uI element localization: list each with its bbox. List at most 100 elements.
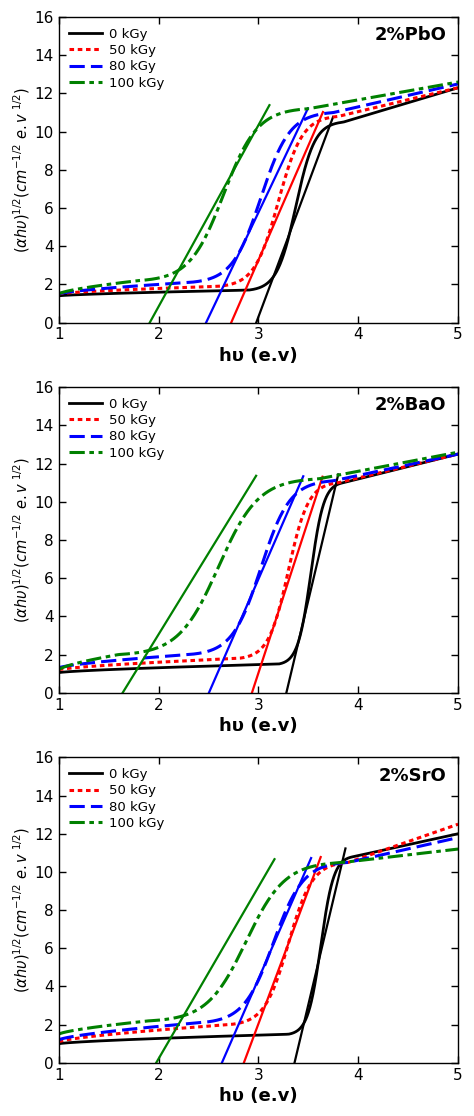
0 kGy (125, 662, 131, 675)
Line: 0 kGy: 0 kGy (59, 834, 458, 1043)
100 kGy (209, 575, 215, 588)
50 kGy (447, 450, 453, 463)
0 kGy (455, 81, 461, 95)
80 kGy (447, 79, 453, 93)
Text: 2%SrO: 2%SrO (378, 767, 446, 785)
Line: 80 kGy: 80 kGy (59, 84, 458, 294)
100 kGy (101, 278, 107, 291)
80 kGy (404, 843, 410, 856)
100 kGy (209, 217, 215, 230)
0 kGy (56, 289, 62, 302)
50 kGy (227, 1018, 232, 1031)
100 kGy (455, 843, 461, 856)
100 kGy (447, 448, 453, 461)
Line: 50 kGy: 50 kGy (59, 825, 458, 1042)
50 kGy (101, 1028, 107, 1041)
0 kGy (101, 1035, 107, 1048)
80 kGy (447, 449, 453, 462)
100 kGy (447, 844, 453, 857)
50 kGy (125, 283, 131, 297)
0 kGy (209, 1030, 215, 1043)
50 kGy (56, 287, 62, 300)
50 kGy (125, 657, 131, 671)
0 kGy (404, 838, 410, 852)
50 kGy (227, 278, 232, 291)
0 kGy (101, 287, 107, 300)
Y-axis label: $(\alpha h\upsilon)^{1/2}(cm^{-1/2}\ e.v^{\ 1/2})$: $(\alpha h\upsilon)^{1/2}(cm^{-1/2}\ e.v… (11, 456, 32, 623)
100 kGy (125, 276, 131, 289)
Text: 2%PbO: 2%PbO (374, 27, 446, 45)
50 kGy (455, 818, 461, 831)
50 kGy (227, 652, 232, 665)
0 kGy (447, 450, 453, 463)
100 kGy (455, 445, 461, 459)
Legend: 0 kGy, 50 kGy, 80 kGy, 100 kGy: 0 kGy, 50 kGy, 80 kGy, 100 kGy (65, 23, 168, 94)
80 kGy (56, 661, 62, 674)
80 kGy (209, 643, 215, 656)
0 kGy (227, 283, 232, 297)
Y-axis label: $(\alpha h\upsilon)^{1/2}(cm^{-1/2}\ e.v^{\ 1/2})$: $(\alpha h\upsilon)^{1/2}(cm^{-1/2}\ e.v… (11, 87, 32, 253)
Line: 80 kGy: 80 kGy (59, 838, 458, 1040)
80 kGy (125, 653, 131, 666)
50 kGy (101, 658, 107, 672)
Line: 80 kGy: 80 kGy (59, 454, 458, 667)
80 kGy (56, 287, 62, 300)
80 kGy (101, 1026, 107, 1039)
80 kGy (125, 280, 131, 294)
50 kGy (101, 285, 107, 298)
100 kGy (455, 75, 461, 88)
Legend: 0 kGy, 50 kGy, 80 kGy, 100 kGy: 0 kGy, 50 kGy, 80 kGy, 100 kGy (65, 764, 168, 834)
100 kGy (404, 455, 410, 469)
Line: 100 kGy: 100 kGy (59, 849, 458, 1035)
50 kGy (447, 820, 453, 834)
100 kGy (56, 287, 62, 300)
0 kGy (404, 96, 410, 109)
Text: 2%BaO: 2%BaO (374, 396, 446, 414)
0 kGy (56, 1037, 62, 1050)
100 kGy (125, 1017, 131, 1030)
100 kGy (101, 651, 107, 664)
0 kGy (209, 285, 215, 298)
0 kGy (455, 827, 461, 840)
0 kGy (447, 84, 453, 97)
0 kGy (125, 1033, 131, 1047)
100 kGy (101, 1019, 107, 1032)
80 kGy (209, 271, 215, 285)
0 kGy (227, 1029, 232, 1042)
50 kGy (447, 83, 453, 96)
Y-axis label: $(\alpha h\upsilon)^{1/2}(cm^{-1/2}\ e.v^{\ 1/2})$: $(\alpha h\upsilon)^{1/2}(cm^{-1/2}\ e.v… (11, 827, 32, 993)
50 kGy (404, 94, 410, 107)
80 kGy (209, 1014, 215, 1028)
80 kGy (455, 448, 461, 461)
100 kGy (227, 968, 232, 981)
Line: 100 kGy: 100 kGy (59, 452, 458, 670)
100 kGy (227, 173, 232, 186)
100 kGy (404, 848, 410, 862)
80 kGy (455, 831, 461, 845)
Line: 100 kGy: 100 kGy (59, 81, 458, 294)
50 kGy (455, 81, 461, 95)
50 kGy (56, 663, 62, 676)
Legend: 0 kGy, 50 kGy, 80 kGy, 100 kGy: 0 kGy, 50 kGy, 80 kGy, 100 kGy (65, 394, 168, 463)
100 kGy (447, 77, 453, 90)
50 kGy (209, 653, 215, 666)
50 kGy (404, 835, 410, 848)
100 kGy (125, 647, 131, 661)
50 kGy (455, 448, 461, 461)
0 kGy (56, 666, 62, 680)
0 kGy (447, 829, 453, 843)
100 kGy (227, 537, 232, 550)
50 kGy (209, 1019, 215, 1032)
100 kGy (56, 1028, 62, 1041)
80 kGy (101, 281, 107, 295)
0 kGy (101, 663, 107, 676)
80 kGy (447, 833, 453, 846)
X-axis label: hυ (e.v): hυ (e.v) (219, 347, 298, 365)
0 kGy (209, 660, 215, 673)
Line: 50 kGy: 50 kGy (59, 88, 458, 294)
50 kGy (125, 1026, 131, 1039)
Line: 50 kGy: 50 kGy (59, 454, 458, 670)
80 kGy (455, 77, 461, 90)
80 kGy (227, 1009, 232, 1022)
0 kGy (404, 460, 410, 473)
